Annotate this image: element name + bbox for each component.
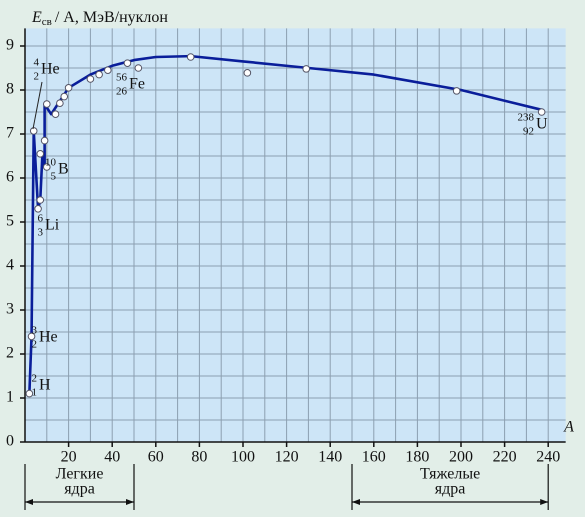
y-axis-label: Eсв / A, МэВ/нуклон: [31, 9, 168, 28]
data-point: [40, 136, 49, 145]
data-point: [243, 69, 252, 77]
x-tick-label: 120: [275, 449, 299, 466]
leader-line: [32, 81, 43, 130]
data-point: [104, 66, 112, 74]
data-point: [27, 332, 36, 341]
x-tick-label: 220: [493, 449, 517, 466]
y-tick-label: 0: [6, 433, 14, 450]
y-tick-label: 9: [6, 37, 14, 54]
isotope-symbol: He: [39, 329, 58, 346]
isotope-symbol: B: [58, 161, 69, 178]
data-point: [56, 99, 64, 107]
isotope-charge: 2: [32, 339, 38, 351]
isotope-charge: 26: [116, 86, 128, 98]
y-label-subscript: св: [42, 16, 52, 28]
plot-area: [25, 28, 566, 443]
isotope-symbol: H: [39, 377, 51, 394]
group-label: ядра: [64, 481, 95, 498]
data-point: [34, 205, 42, 213]
x-tick-label: 160: [362, 449, 386, 466]
data-point: [134, 64, 143, 72]
isotope-mass: 238: [518, 112, 535, 124]
data-point: [36, 150, 45, 158]
x-tick-label: 180: [405, 449, 429, 466]
data-point: [60, 92, 69, 101]
x-axis-label: A: [563, 419, 574, 436]
y-tick-label: 2: [6, 345, 14, 362]
isotope-symbol: Fe: [129, 76, 145, 93]
x-tick-label: 240: [536, 449, 560, 466]
isotope-charge: 5: [51, 171, 57, 183]
arrow-head: [126, 499, 134, 505]
data-point: [302, 65, 311, 73]
arrow-head: [540, 499, 549, 505]
isotope-charge: 3: [38, 227, 44, 239]
y-tick-label: 1: [6, 389, 14, 406]
data-point: [51, 110, 60, 118]
x-tick-label: 200: [449, 449, 473, 466]
isotope-symbol: U: [536, 116, 548, 133]
data-point: [64, 84, 73, 92]
group-label: Тяжелые: [420, 466, 480, 483]
x-tick-label: 20: [61, 449, 77, 466]
isotope-charge: 92: [523, 126, 534, 138]
isotope-mass: 3: [32, 325, 38, 337]
x-tick-label: 140: [318, 449, 342, 466]
data-point: [186, 53, 195, 61]
arrow-head: [25, 499, 33, 505]
isotope-mass: 10: [45, 157, 57, 169]
data-point: [29, 127, 38, 135]
group-label: ядра: [435, 481, 466, 498]
data-point: [123, 59, 132, 67]
data-point: [537, 108, 546, 116]
x-tick-label: 100: [231, 449, 255, 466]
isotope-mass: 4: [34, 57, 40, 69]
y-label-rest: / A, МэВ/нуклон: [55, 9, 169, 26]
isotope-charge: 2: [34, 71, 40, 83]
isotope-mass: 6: [38, 213, 44, 225]
y-tick-label: 6: [6, 169, 14, 186]
x-tick-label: 80: [191, 449, 207, 466]
group-label: Легкие: [56, 466, 104, 483]
isotope-mass: 56: [116, 72, 128, 84]
data-point: [86, 75, 95, 83]
y-label-symbol: E: [31, 9, 42, 26]
arrow-head: [352, 499, 360, 505]
data-point: [452, 87, 461, 95]
y-tick-label: 5: [6, 213, 14, 230]
x-tick-label: 40: [104, 449, 120, 466]
y-tick-label: 7: [6, 125, 14, 142]
data-point: [36, 196, 45, 204]
data-point: [25, 389, 34, 398]
isotope-symbol: Li: [45, 217, 60, 234]
isotope-symbol: He: [41, 61, 60, 78]
data-point: [43, 100, 51, 108]
data-point: [43, 163, 51, 171]
isotope-charge: 1: [32, 387, 38, 399]
data-point: [95, 70, 103, 79]
isotope-mass: 2: [32, 373, 38, 385]
y-tick-label: 3: [6, 301, 14, 318]
y-tick-label: 8: [6, 81, 14, 98]
y-tick-label: 4: [6, 257, 14, 274]
x-tick-label: 60: [148, 449, 164, 466]
